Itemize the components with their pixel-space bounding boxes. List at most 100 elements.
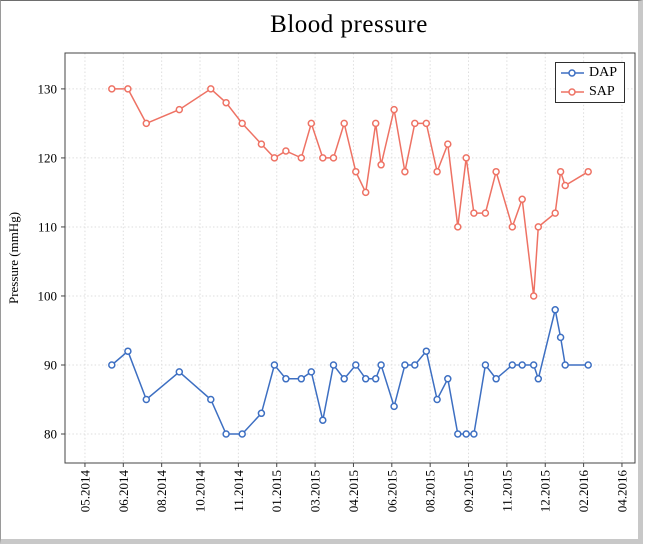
dap-data-marker [518,361,526,369]
x-tick-label: 02.2016 [576,470,591,513]
x-tick-label: 09.2015 [461,470,476,512]
legend-item-sap: SAP [560,83,624,101]
sap-data-marker [534,223,543,231]
sap-data-marker [257,140,266,148]
sap-data-marker [340,119,348,128]
plot-frame [64,52,636,464]
sap-data-marker [492,167,500,176]
dap-data-marker [470,430,478,438]
dap-data-marker [238,430,246,438]
sap-data-marker [238,119,246,128]
legend-item-dap: DAP [560,64,624,82]
dap-data-marker [329,361,338,369]
sap-data-marker [108,85,116,93]
dap-data-marker [508,361,517,369]
sap-data-marker [481,209,490,217]
sap-legend-marker [561,87,584,96]
y-tick-label: 120 [38,150,58,165]
dap-data-marker [433,395,441,404]
dap-data-marker [401,361,409,369]
dap-data-marker [361,375,370,383]
dap-data-marker [352,361,360,369]
x-tick-label: 05.2014 [77,470,92,513]
y-axis-label: Pressure (mmHg) [6,211,21,305]
legend-label-dap: DAP [589,65,618,81]
sap-series-line [111,87,589,297]
x-tick-label: 12.2015 [538,470,553,512]
dap-data-marker [257,409,266,418]
y-tick-label: 130 [38,81,58,96]
sap-data-marker [584,167,592,176]
sap-data-marker [282,147,290,155]
y-tick-label: 100 [38,288,58,303]
dap-data-marker [556,333,565,342]
x-tick-label: 06.2015 [384,470,399,512]
x-tick-label: 04.2016 [614,470,629,513]
dap-data-marker [270,361,279,369]
x-tick-label: 01.2015 [269,470,284,512]
dap-data-marker [108,361,116,369]
sap-data-marker [470,209,478,217]
dap-data-marker [297,375,306,383]
dap-data-marker [462,430,470,438]
sap-data-marker [508,223,517,231]
sap-data-marker [377,161,385,169]
dap-data-marker [444,375,452,383]
dap-data-marker [584,361,592,369]
x-tick-label: 06.2014 [116,470,131,513]
dap-data-marker [561,361,569,369]
sap-data-marker [401,167,409,176]
sap-data-marker [297,154,306,162]
x-tick-label: 04.2015 [346,470,361,512]
y-tick-label: 90 [44,357,57,372]
dap-data-marker [319,416,327,424]
sap-data-marker [361,188,370,197]
dap-data-marker [142,395,151,404]
sap-data-marker [207,85,215,93]
x-tick-label: 08.2015 [423,470,438,512]
legend-label-sap: SAP [589,83,615,99]
dap-data-marker [340,375,348,383]
sap-data-marker [444,140,452,148]
sap-data-marker [433,167,441,176]
sap-data-marker [142,119,151,128]
sap-data-marker [319,154,327,162]
sap-data-marker [222,98,230,107]
dap-data-marker [551,306,559,314]
dap-data-marker [207,395,215,404]
dap-data-marker [124,347,132,355]
sap-data-marker [175,105,184,114]
x-tick-label: 11.2014 [231,470,246,512]
legend: DAP SAP [555,62,625,103]
sap-data-marker [124,85,132,93]
dap-data-marker [371,375,380,383]
sap-data-marker [329,154,338,162]
sap-data-marker [556,167,565,176]
dap-data-marker [454,430,462,438]
dap-data-marker [282,375,290,383]
dap-series-line [111,309,589,435]
sap-data-marker [371,119,380,128]
sap-data-marker [462,154,470,162]
dap-data-marker [222,430,230,438]
y-tick-label: 110 [38,219,57,234]
dap-data-marker [529,361,538,369]
dap-data-marker [422,347,431,355]
sap-data-marker [518,195,526,204]
chart-title: Blood pressure [270,11,428,38]
dap-data-marker [175,368,184,376]
x-tick-label: 03.2015 [308,470,323,512]
dap-data-marker [377,361,385,369]
sap-data-marker [390,105,398,114]
dap-data-marker [534,375,543,383]
y-tick-label: 80 [44,427,57,442]
x-tick-label: 10.2014 [193,470,208,513]
sap-data-marker [551,209,559,217]
x-tick-label: 11.2015 [499,470,514,512]
dap-data-marker [481,361,490,369]
sap-data-marker [307,119,316,128]
sap-data-marker [352,167,360,176]
sap-data-marker [270,154,279,162]
x-tick-label: 08.2014 [154,470,169,513]
